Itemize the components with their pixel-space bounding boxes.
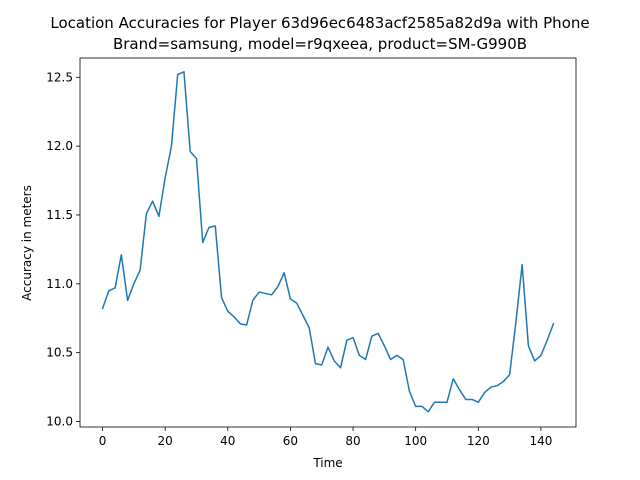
x-tick-label: 140	[529, 434, 552, 448]
chart-title-line2: Brand=samsung, model=r9qxeea, product=SM…	[113, 35, 527, 53]
axes-frame	[79, 57, 577, 428]
y-tick-label: 10.0	[46, 414, 73, 428]
y-tick-label: 12.5	[46, 70, 73, 84]
x-tick-label: 80	[345, 434, 360, 448]
x-axis-label: Time	[312, 456, 342, 470]
x-tick-label: 120	[467, 434, 490, 448]
y-tick-label: 12.0	[46, 139, 73, 153]
x-tick-label: 60	[283, 434, 298, 448]
chart-title-line1: Location Accuracies for Player 63d96ec64…	[50, 14, 589, 32]
x-tick-label: 100	[404, 434, 427, 448]
y-tick-label: 11.5	[46, 208, 73, 222]
y-tick-label: 11.0	[46, 277, 73, 291]
y-axis-label: Accuracy in meters	[20, 185, 34, 301]
x-tick-label: 20	[158, 434, 173, 448]
x-tick-label: 0	[99, 434, 107, 448]
plot-area: 0 20 40 60 80 100 120 140 10.0 10.5 11.0 11.5 12.0 12…	[46, 57, 577, 448]
y-tick-label: 10.5	[46, 346, 73, 360]
x-tick-label: 40	[220, 434, 235, 448]
series-line-0	[101, 71, 555, 413]
